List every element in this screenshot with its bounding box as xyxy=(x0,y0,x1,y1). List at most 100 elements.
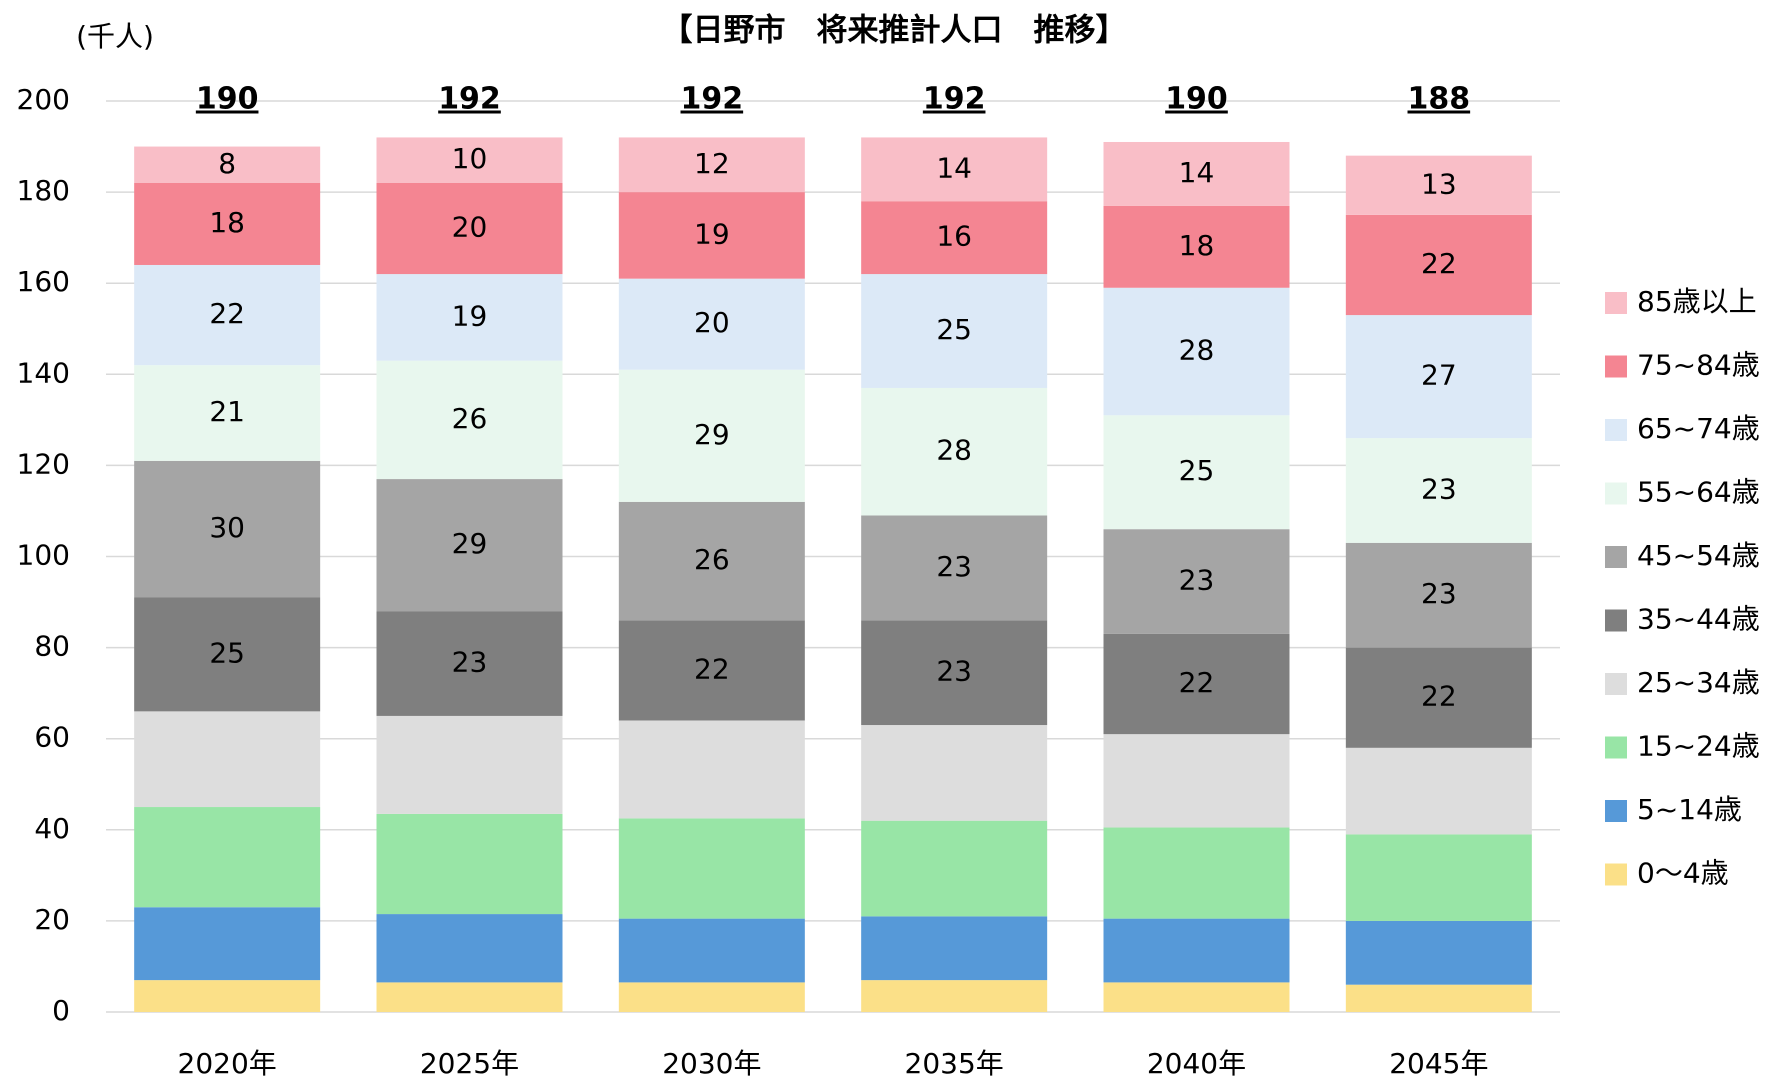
total-label: 190 xyxy=(1165,82,1228,117)
bar-segment xyxy=(618,501,805,621)
legend-label: 85歳以上 xyxy=(1637,285,1757,318)
y-unit-label: (千人) xyxy=(76,20,154,53)
x-tick-label: 2040年 xyxy=(1147,1047,1246,1080)
bar-segment xyxy=(861,137,1048,202)
data-label: 8 xyxy=(218,147,236,180)
bar-segment xyxy=(618,369,805,502)
data-label: 23 xyxy=(1421,577,1457,610)
bar-segment xyxy=(1345,747,1532,835)
data-label: 25 xyxy=(1179,454,1215,487)
bar-segment xyxy=(1103,287,1290,416)
bar-segment xyxy=(618,620,805,721)
bar-segment xyxy=(1345,834,1532,921)
legend-swatch xyxy=(1605,292,1627,314)
data-label: 30 xyxy=(209,511,245,544)
total-label: 192 xyxy=(438,82,501,117)
bar-segment xyxy=(376,715,563,814)
legend-swatch xyxy=(1605,800,1627,822)
data-label: 23 xyxy=(1421,472,1457,505)
bar-segment xyxy=(1345,155,1532,215)
bar-segment xyxy=(618,918,805,983)
bar-segment xyxy=(376,982,563,1012)
bar-segment xyxy=(618,137,805,193)
bar-segment xyxy=(618,192,805,279)
bar-segment xyxy=(618,818,805,919)
x-tick-label: 2025年 xyxy=(420,1047,519,1080)
bar-segment xyxy=(376,611,563,716)
bar-segment xyxy=(134,907,321,981)
y-tick-label: 100 xyxy=(17,539,70,572)
legend-swatch xyxy=(1605,609,1627,632)
bar-segment xyxy=(1103,141,1290,206)
bar-segment xyxy=(134,597,321,712)
legend-label: 75~84歳 xyxy=(1637,349,1760,382)
bar-segment xyxy=(376,813,563,915)
bar-segment xyxy=(1345,214,1532,316)
bar-segment xyxy=(1103,734,1290,828)
bar-segment xyxy=(1345,315,1532,439)
legend-label: 45~54歳 xyxy=(1637,539,1760,572)
legend-swatch xyxy=(1605,736,1627,759)
legend-label: 55~64歳 xyxy=(1637,476,1760,509)
data-label: 25 xyxy=(936,313,972,346)
data-label: 14 xyxy=(936,151,972,184)
bar-segment xyxy=(1345,438,1532,543)
bar-segment xyxy=(376,137,563,183)
data-label: 10 xyxy=(452,142,488,175)
bar-segment xyxy=(134,146,321,183)
data-label: 28 xyxy=(936,434,972,467)
bar-segment xyxy=(861,725,1048,821)
data-label: 22 xyxy=(1421,247,1457,280)
total-label: 188 xyxy=(1408,82,1471,117)
y-tick-label: 80 xyxy=(34,630,70,663)
bar-segment xyxy=(134,460,321,598)
data-label: 16 xyxy=(936,220,972,253)
data-label: 25 xyxy=(209,636,245,669)
data-label: 22 xyxy=(1421,680,1457,713)
bar-segment xyxy=(134,711,321,808)
x-tick-label: 2045年 xyxy=(1389,1047,1488,1080)
data-label: 21 xyxy=(209,395,245,428)
x-tick-label: 2020年 xyxy=(178,1047,277,1080)
legend-label: 15~24歳 xyxy=(1637,730,1760,763)
bar-segment xyxy=(134,365,321,461)
bar-segment xyxy=(861,274,1048,388)
y-tick-label: 160 xyxy=(17,265,70,298)
data-label: 28 xyxy=(1179,334,1215,367)
total-label: 190 xyxy=(196,82,259,117)
bar-segment xyxy=(376,182,563,275)
bar-segment xyxy=(861,620,1048,726)
total-label: 192 xyxy=(923,82,986,117)
y-tick-label: 180 xyxy=(17,174,70,207)
bar-segment xyxy=(1345,647,1532,748)
bar-segment xyxy=(376,479,563,612)
y-tick-label: 0 xyxy=(52,994,70,1027)
data-label: 27 xyxy=(1421,359,1457,392)
y-tick-label: 120 xyxy=(17,447,70,480)
y-tick-label: 200 xyxy=(17,83,70,116)
legend-label: 25~34歳 xyxy=(1637,666,1760,699)
data-label: 26 xyxy=(694,543,730,576)
bar-segment xyxy=(618,720,805,819)
bar-segment xyxy=(861,387,1048,516)
legend-swatch xyxy=(1605,482,1627,505)
bar-segment xyxy=(861,201,1048,275)
legend-label: 0～4歳 xyxy=(1637,857,1729,890)
data-label: 23 xyxy=(1179,564,1215,597)
x-tick-label: 2030年 xyxy=(662,1047,761,1080)
data-label: 22 xyxy=(209,297,245,330)
legend-label: 65~74歳 xyxy=(1637,412,1760,445)
data-label: 18 xyxy=(1179,229,1215,262)
data-label: 23 xyxy=(452,646,488,679)
legend-swatch xyxy=(1605,546,1627,568)
data-label: 18 xyxy=(209,206,245,239)
bar-segment xyxy=(618,278,805,370)
bar-segment xyxy=(1103,982,1290,1012)
data-label: 23 xyxy=(936,655,972,688)
bar-segment xyxy=(134,264,321,366)
data-label: 29 xyxy=(694,418,730,451)
data-label: 20 xyxy=(452,211,488,244)
bar-segment xyxy=(861,916,1048,981)
y-tick-label: 60 xyxy=(34,721,70,754)
bar-segment xyxy=(134,980,321,1012)
